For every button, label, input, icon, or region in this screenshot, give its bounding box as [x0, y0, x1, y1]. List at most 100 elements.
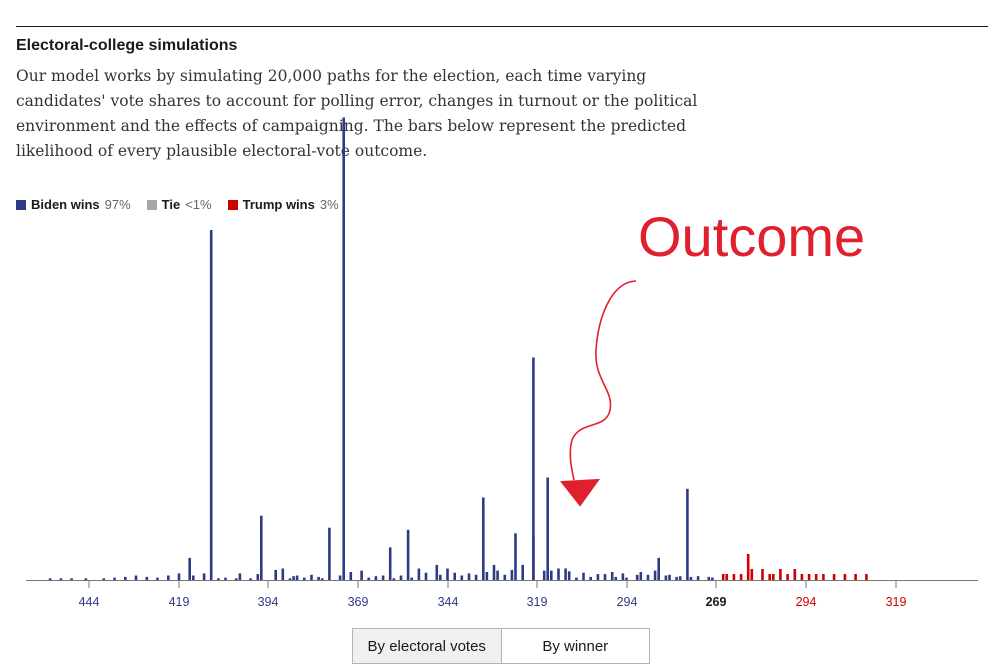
view-toggle: By electoral votes By winner	[352, 628, 650, 664]
bar-trump-291	[793, 569, 797, 580]
legend-swatch-trump	[227, 199, 238, 210]
bar-biden-tall-320	[532, 357, 535, 580]
bar-trump-297	[814, 574, 818, 580]
bar-biden-416	[188, 557, 191, 580]
bar-biden-452	[59, 578, 63, 580]
bar-biden-279	[678, 576, 682, 580]
bar-biden-310	[567, 571, 571, 580]
bar-biden-397	[256, 574, 260, 580]
x-tick-label: 394	[258, 595, 279, 609]
bar-biden-422	[167, 575, 170, 580]
x-tick-label: 269	[706, 595, 727, 609]
electoral-vote-chart: 444 419 394 369 344 319 294 269 294 319 Outcome	[26, 117, 978, 609]
bar-trump-276	[739, 574, 743, 580]
bar-biden-290	[639, 572, 643, 580]
bar-biden-387	[292, 576, 295, 580]
bar-biden-415	[192, 575, 195, 580]
legend-item-tie: Tie <1%	[146, 197, 212, 212]
bar-biden-368	[360, 570, 363, 580]
bar-trump-271	[721, 574, 725, 580]
bar-biden-449	[70, 578, 73, 580]
bar-biden-384	[303, 577, 306, 580]
bar-biden-tall-316	[546, 477, 549, 580]
bar-biden-364	[374, 576, 378, 580]
legend-label-tie: Tie	[161, 197, 181, 212]
bar-biden-445	[84, 578, 88, 580]
bar-biden-347	[435, 564, 439, 580]
x-tick-label: 319	[886, 595, 907, 609]
bar-biden-tall-334	[482, 497, 485, 580]
bar-biden-366	[367, 577, 370, 580]
x-tick-label: 319	[527, 595, 548, 609]
bar-trump-272	[725, 574, 728, 580]
bar-biden-352	[417, 568, 421, 580]
bar-biden-270	[711, 577, 714, 580]
legend-swatch-tie	[146, 199, 157, 210]
bar-biden-380	[317, 576, 320, 580]
bar-biden-295	[621, 573, 625, 580]
bar-trump-284	[768, 574, 771, 580]
bar-biden-286	[653, 570, 657, 580]
bar-biden-346	[439, 574, 442, 580]
bar-biden-315	[550, 570, 553, 580]
bar-biden-374	[338, 575, 342, 580]
bar-biden-388	[288, 578, 292, 580]
legend-pct-trump: 3%	[319, 197, 339, 212]
bar-trump-285	[772, 574, 775, 580]
bar-trump-282	[761, 569, 764, 580]
annotation-outcome-text: Outcome	[638, 205, 865, 268]
bar-biden-300	[603, 574, 607, 580]
bar-biden-359	[392, 578, 396, 580]
bar-trump-274	[732, 574, 736, 580]
bar-biden-377	[328, 527, 331, 580]
x-axis-ticks: 444 419 394 369 344 319 294 269 294 319	[79, 580, 907, 609]
bar-biden-392	[274, 569, 277, 580]
bar-biden-313	[557, 568, 560, 580]
bar-biden-333	[485, 572, 489, 580]
bar-biden-406	[224, 577, 227, 580]
bar-trump-311	[865, 574, 868, 580]
bar-biden-328	[503, 574, 507, 580]
bar-biden-412	[202, 573, 206, 580]
bar-biden-419	[177, 573, 181, 580]
bar-biden-371	[349, 572, 353, 580]
bar-biden-428	[145, 576, 149, 580]
bar-trump-289	[786, 574, 789, 580]
legend: Biden wins 97% Tie <1% Trump wins 3%	[16, 197, 339, 212]
bar-biden-tall-373	[342, 117, 345, 580]
bar-biden-285	[657, 557, 660, 580]
x-tick-label: 419	[169, 595, 190, 609]
bar-biden-317	[542, 570, 546, 580]
annotation-arrow-head	[560, 478, 601, 507]
bar-biden-271	[707, 576, 711, 580]
bar-trump-299	[822, 574, 825, 580]
bar-biden-431	[134, 575, 138, 580]
legend-label-trump: Trump wins	[242, 197, 315, 212]
legend-item-biden: Biden wins 97%	[16, 197, 131, 212]
bar-trump-302	[832, 574, 836, 580]
toggle-by-electoral-votes[interactable]: By electoral votes	[353, 629, 502, 663]
bar-trump-305	[843, 574, 847, 580]
bar-biden-382	[310, 574, 313, 580]
x-tick-label: 344	[438, 595, 459, 609]
bar-biden-362	[381, 575, 385, 580]
bar-biden-408	[217, 578, 220, 580]
bar-biden-336	[474, 574, 478, 580]
bars-group	[48, 117, 868, 581]
annotation-arrow-line	[569, 280, 637, 481]
bar-biden-297	[614, 576, 618, 580]
bar-biden-302	[596, 574, 600, 580]
bar-trump-295	[807, 574, 811, 580]
bar-biden-338	[467, 573, 471, 580]
bar-biden-437	[113, 577, 116, 580]
bar-trump-293	[800, 574, 804, 580]
bar-biden-340	[460, 575, 464, 580]
bar-biden-291	[635, 574, 639, 580]
bar-biden-331	[492, 564, 496, 580]
toggle-by-winner[interactable]: By winner	[542, 637, 609, 655]
bar-biden-396	[260, 515, 263, 580]
bar-biden-344	[446, 568, 449, 580]
x-tick-label: 294	[796, 595, 817, 609]
bar-biden-308	[575, 577, 578, 580]
bar-biden-390	[281, 568, 285, 580]
